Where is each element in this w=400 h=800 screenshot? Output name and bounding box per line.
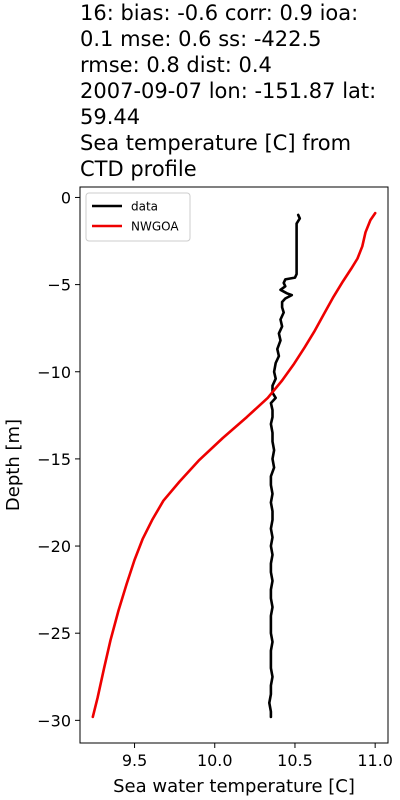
legend-label-nwgoa: NWGOA — [131, 220, 179, 234]
y-tick-label: 0 — [61, 188, 71, 207]
title-line-2: 0.1 mse: 0.6 ss: -422.5 — [80, 27, 322, 51]
chart-title: 16: bias: -0.6 corr: 0.9 ioa: 0.1 mse: 0… — [80, 0, 398, 182]
title-line-6: Sea temperature [C] from — [80, 131, 352, 155]
series-layer — [91, 211, 377, 719]
series-line-data — [268, 213, 302, 719]
y-tick-label: −30 — [37, 711, 71, 730]
x-tick-label: 10.5 — [277, 751, 313, 770]
y-axis-label: Depth [m] — [3, 419, 24, 511]
series-line-nwgoa — [91, 211, 377, 719]
y-tick-label: −5 — [47, 276, 71, 295]
plot-frame — [79, 186, 389, 744]
x-axis: 9.5 10.0 10.5 11.0 — [122, 743, 393, 770]
title-line-5: 59.44 — [80, 105, 141, 129]
title-line-3: rmse: 0.8 dist: 0.4 — [80, 53, 272, 77]
title-line-4: 2007-09-07 lon: -151.87 lat: — [80, 79, 377, 103]
title-line-7: CTD profile — [80, 157, 197, 181]
y-tick-label: −15 — [37, 450, 71, 469]
x-axis-label: Sea water temperature [C] — [113, 776, 355, 797]
x-tick-label: 11.0 — [357, 751, 393, 770]
legend: data NWGOA — [85, 192, 191, 242]
x-tick-label: 10.0 — [197, 751, 233, 770]
y-tick-label: −10 — [37, 363, 71, 382]
y-axis: 0 −5 −10 −15 −20 −25 −30 — [37, 188, 80, 730]
y-tick-label: −20 — [37, 537, 71, 556]
y-tick-label: −25 — [37, 624, 71, 643]
legend-label-data: data — [131, 200, 158, 214]
title-line-1: 16: bias: -0.6 corr: 0.9 ioa: — [80, 1, 359, 25]
x-tick-label: 9.5 — [122, 751, 147, 770]
